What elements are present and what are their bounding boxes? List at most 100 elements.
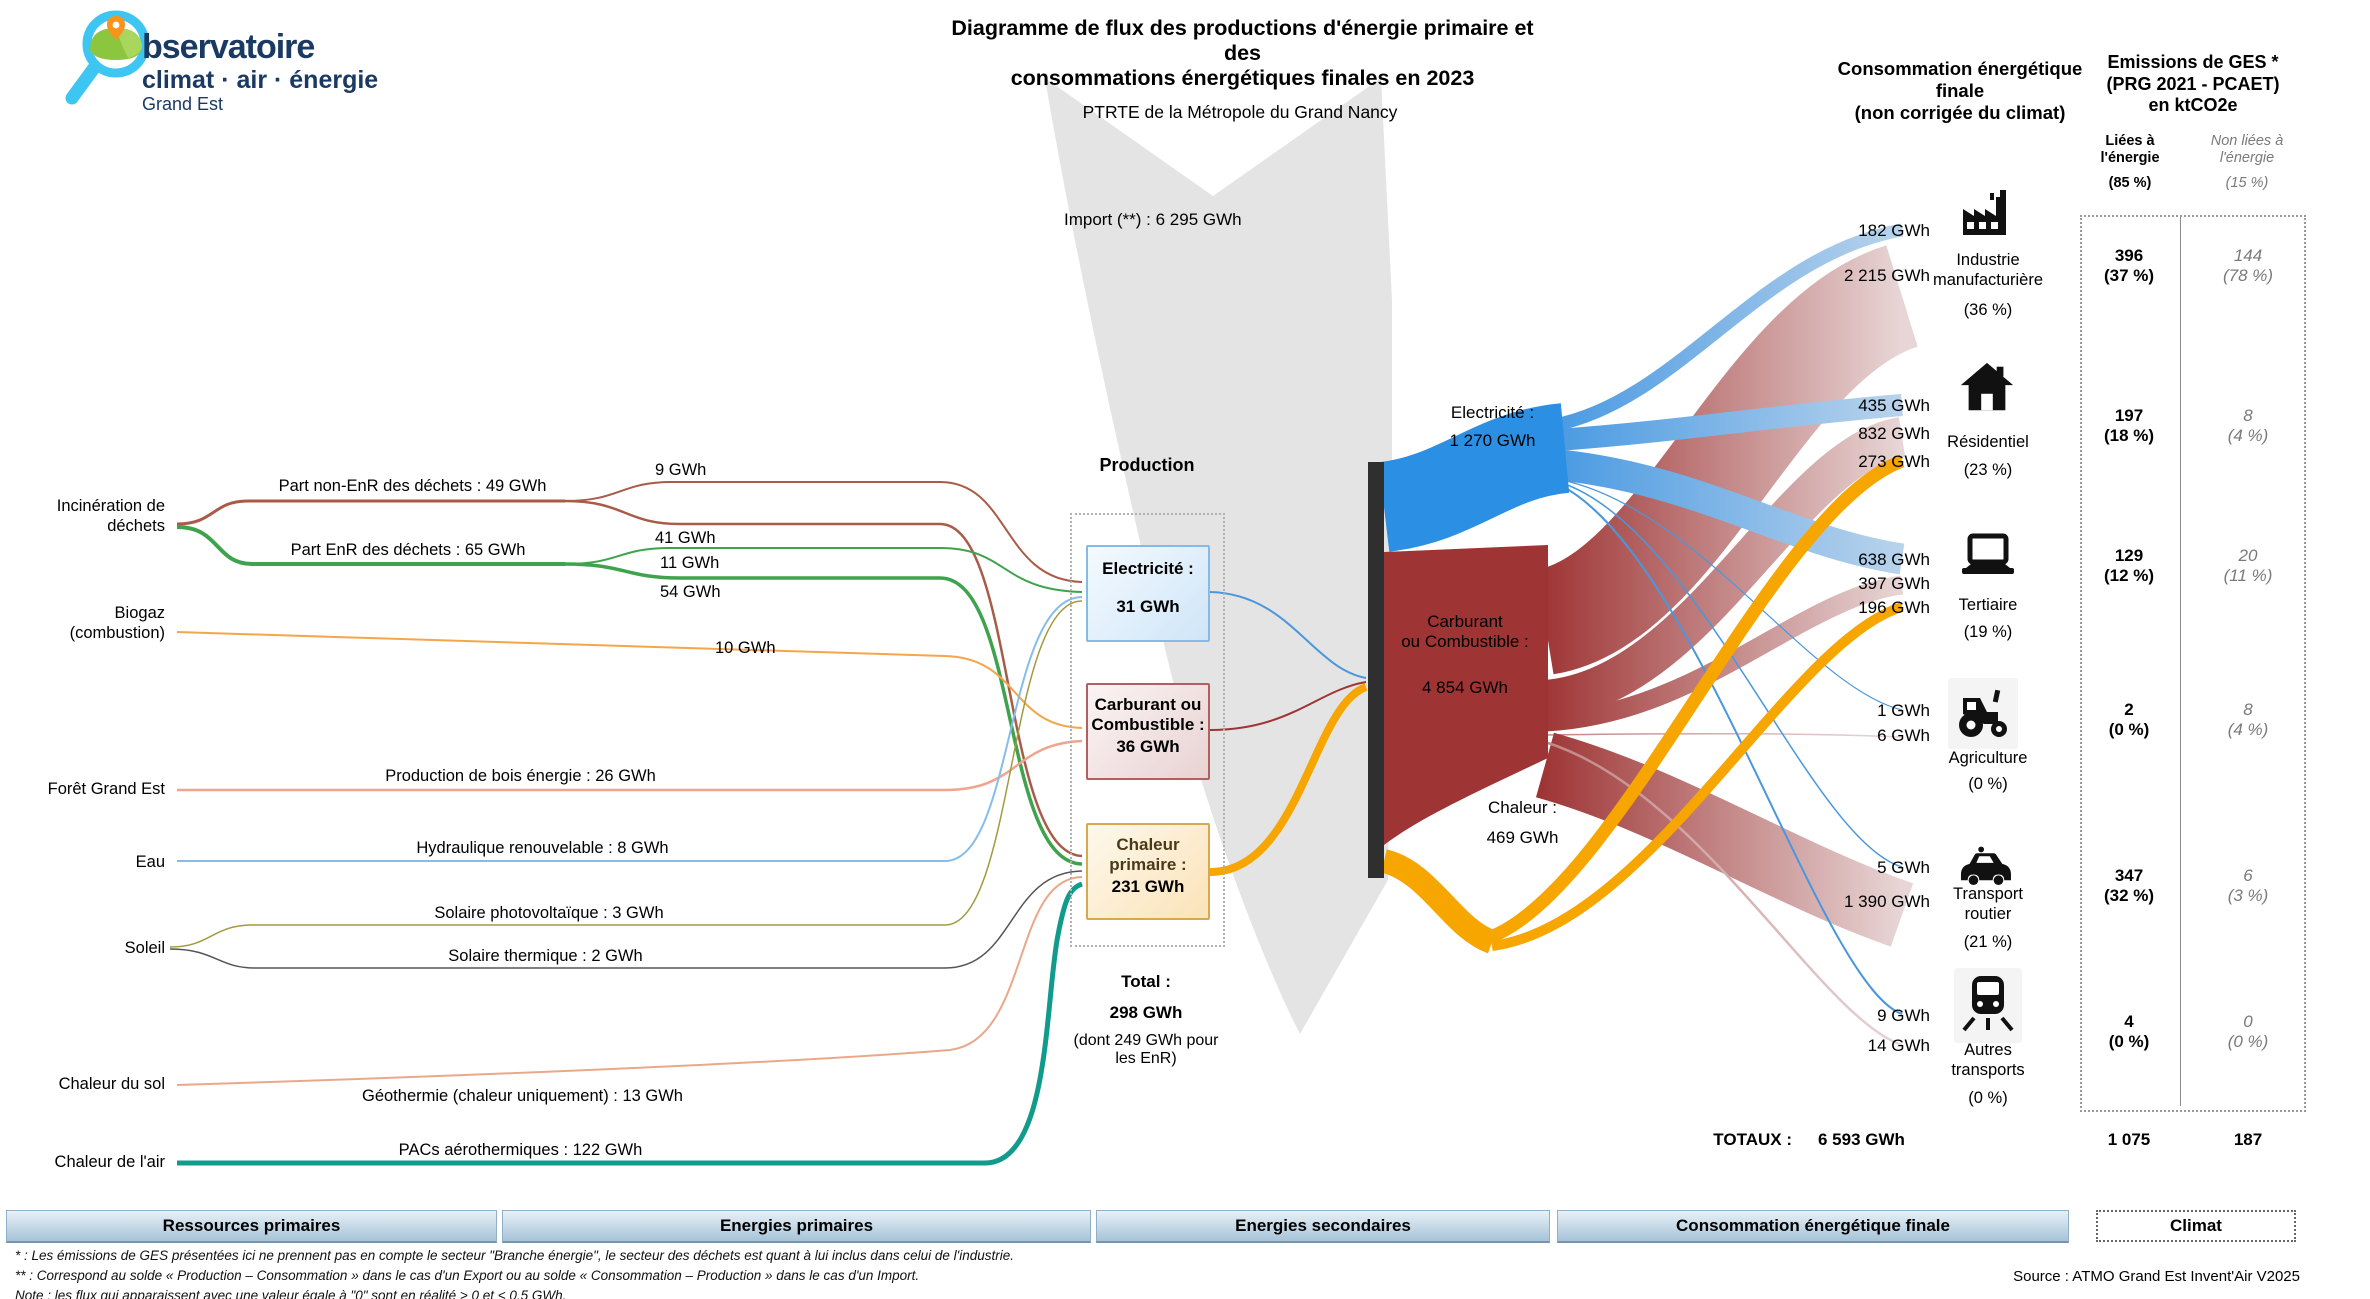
flow-label-enr: Part EnR des déchets : 65 GWh xyxy=(290,541,526,559)
ges-header-l3: en ktCO2e xyxy=(2148,95,2238,116)
ges-table-divider xyxy=(2180,217,2181,1106)
value-road-elec: 5 GWh xyxy=(1877,858,1930,877)
source-foret: Forêt Grand Est xyxy=(47,780,165,798)
flow-import-band xyxy=(1045,78,1392,1034)
production-fuel-label: Carburant ou Combustible : xyxy=(1091,695,1205,734)
ges-val: 347 xyxy=(2114,866,2144,885)
logo-magnifier-icon xyxy=(65,10,150,105)
ges-industry-nonenergy: 144 (78 %) xyxy=(2198,246,2298,286)
ges-pct: (0 %) xyxy=(2227,1032,2269,1051)
sector-name-industry: Industrie manufacturière xyxy=(1932,251,2044,290)
flow-label-pv: Solaire photovoltaïque : 3 GWh xyxy=(434,904,664,922)
laptop-icon xyxy=(1956,530,2020,591)
flow-elec-other-transport xyxy=(1561,485,1903,1015)
ges-pct: (18 %) xyxy=(2103,426,2155,445)
ges-other-nonenergy: 0 (0 %) xyxy=(2198,1012,2298,1052)
footnote-2: ** : Correspond au solde « Production – … xyxy=(15,1268,920,1283)
ges-header-l2: (PRG 2021 - PCAET) xyxy=(2106,73,2280,94)
flow-fuel-industry xyxy=(1533,245,1921,675)
production-container xyxy=(1070,513,1225,947)
secondary-electricity-l2: 1 270 GWh xyxy=(1449,431,1536,450)
ges-residential-nonenergy: 8 (4 %) xyxy=(2198,406,2298,446)
flow-label-9: 9 GWh xyxy=(655,461,707,479)
flow-heat-root xyxy=(1380,849,1497,954)
flow-prod-heat-to-bar xyxy=(1209,683,1368,876)
source-soleil: Soleil xyxy=(124,939,165,957)
ges-agriculture-nonenergy: 8 (4 %) xyxy=(2198,700,2298,740)
flow-elec-industry xyxy=(1553,223,1904,432)
car-icon xyxy=(1956,836,2014,891)
factory-icon xyxy=(1954,183,2016,248)
sector-pct-residential: (23 %) xyxy=(1963,461,2013,479)
source-credit: Source : ATMO Grand Est Invent'Air V2025 xyxy=(2013,1268,2300,1285)
footnote-3: Note : les flux qui apparaissent avec un… xyxy=(15,1288,567,1299)
totals-ges-energy: 1 075 xyxy=(2107,1130,2151,1149)
page-subtitle: PTRTE de la Métropole du Grand Nancy xyxy=(1082,102,1398,122)
flow-pv xyxy=(169,600,1083,948)
logo-subtitle: climat · air · énergie xyxy=(142,66,379,94)
ges-val: 144 xyxy=(2233,246,2263,265)
consumption-header-l1: Consommation énergétique finale xyxy=(1837,58,2083,101)
consumption-header-l2: (non corrigée du climat) xyxy=(1854,101,2066,123)
ges-val: 129 xyxy=(2114,546,2144,565)
ges-road-energy: 347 (32 %) xyxy=(2082,866,2176,906)
flow-waste-enr-heat xyxy=(564,562,1083,866)
ges-header: Emissions de GES * (PRG 2021 - PCAET) en… xyxy=(2088,52,2298,117)
sector-pct-road-transport: (21 %) xyxy=(1963,933,2013,951)
ges-pct: (78 %) xyxy=(2222,266,2274,285)
ges-col1-header: Liées à l'énergie xyxy=(2100,133,2160,166)
value-tertiary-heat: 196 GWh xyxy=(1858,598,1930,617)
import-label: Import (**) : 6 295 GWh xyxy=(1064,210,1242,229)
ges-pct: (0 %) xyxy=(2108,1032,2150,1051)
legend-climat: Climat xyxy=(2096,1210,2296,1242)
flow-wood xyxy=(177,739,1083,792)
legend-consommation-finale: Consommation énergétique finale xyxy=(1557,1210,2069,1243)
sector-name-tertiary: Tertiaire xyxy=(1958,596,2018,614)
secondary-heat-l1: Chaleur : xyxy=(1488,798,1557,817)
flow-geothermal xyxy=(176,876,1083,1086)
title-line1: Diagramme de flux des productions d'éner… xyxy=(951,16,1534,65)
ges-agriculture-energy: 2 (0 %) xyxy=(2082,700,2176,740)
ges-val: 8 xyxy=(2243,700,2253,719)
ges-road-nonenergy: 6 (3 %) xyxy=(2198,866,2298,906)
ges-val: 8 xyxy=(2243,406,2253,425)
flow-fuel-residential xyxy=(1542,417,1907,720)
secondary-fuel-l2: ou Combustible : xyxy=(1401,632,1529,651)
value-residential-elec: 435 GWh xyxy=(1858,396,1930,415)
sector-pct-industry: (36 %) xyxy=(1963,301,2013,319)
flow-label-nonenr: Part non-EnR des déchets : 49 GWh xyxy=(278,477,547,495)
ges-val: 4 xyxy=(2124,1012,2134,1031)
ges-val: 0 xyxy=(2243,1012,2253,1031)
legend-energies-secondaires: Energies secondaires xyxy=(1096,1210,1550,1243)
sector-name-road-transport: Transport routier xyxy=(1953,885,2023,924)
ges-tertiary-energy: 129 (12 %) xyxy=(2082,546,2176,586)
secondary-heat-label: Chaleur : 469 GWh xyxy=(1435,798,1610,848)
flow-elec-tertiary xyxy=(1558,449,1905,575)
value-agriculture-fuel: 6 GWh xyxy=(1877,726,1930,745)
flow-label-54: 54 GWh xyxy=(660,583,721,601)
source-biogaz: Biogaz (combustion) xyxy=(69,604,165,643)
value-other-elec: 9 GWh xyxy=(1877,1006,1930,1025)
flow-heat-residential xyxy=(1485,454,1905,945)
flow-prod-elec-to-bar xyxy=(1209,591,1367,679)
flow-fuel-tertiary xyxy=(1544,575,1904,732)
consumption-header: Consommation énergétique finale (non cor… xyxy=(1820,58,2100,123)
ges-val: 2 xyxy=(2124,700,2134,719)
source-chaleur-air: Chaleur de l'air xyxy=(54,1153,165,1171)
ges-col2-header: Non liées à l'énergie xyxy=(2210,133,2284,166)
sector-name-agriculture: Agriculture xyxy=(1948,749,2028,767)
ges-val: 6 xyxy=(2243,866,2253,885)
value-other-fuel: 14 GWh xyxy=(1867,1036,1930,1055)
secondary-fuel-l1: Carburant xyxy=(1427,612,1503,631)
value-industry-fuel: 2 215 GWh xyxy=(1844,266,1930,285)
ges-residential-energy: 197 (18 %) xyxy=(2082,406,2176,446)
ges-val: 20 xyxy=(2238,546,2258,565)
ges-pct: (3 %) xyxy=(2227,886,2269,905)
flow-elec-road-transport xyxy=(1561,482,1903,868)
ges-val: 396 xyxy=(2114,246,2144,265)
legend-ressources-primaires: Ressources primaires xyxy=(6,1210,497,1243)
flow-fuel-other-transport xyxy=(1544,740,1903,1047)
value-residential-heat: 273 GWh xyxy=(1858,452,1930,471)
flow-label-bois: Production de bois énergie : 26 GWh xyxy=(385,767,656,785)
ges-industry-energy: 396 (37 %) xyxy=(2082,246,2176,286)
